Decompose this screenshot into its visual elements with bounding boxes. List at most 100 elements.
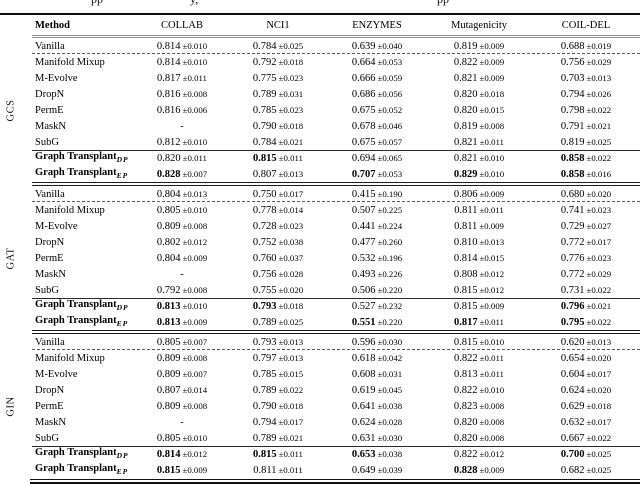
score-std: ±0.015 [278, 368, 304, 379]
score-value: 0.858 [560, 152, 585, 164]
score-cell: 0.802 ±0.012 [136, 237, 228, 248]
score-std: ±0.190 [377, 188, 403, 199]
score-cell: 0.810 ±0.013 [426, 237, 532, 248]
score-value: 0.814 [156, 448, 181, 460]
score-std: ±0.009 [182, 252, 208, 263]
score-value: 0.784 [252, 40, 277, 52]
score-std: ±0.018 [278, 120, 304, 131]
method-cell: Vanilla [32, 337, 136, 348]
score-value: 0.678 [351, 120, 376, 132]
score-value: 0.792 [252, 56, 277, 68]
score-value: 0.604 [560, 368, 585, 380]
score-cell: 0.551 ±0.220 [328, 317, 426, 328]
score-cell: 0.828 ±0.009 [426, 465, 532, 476]
score-value: 0.809 [156, 220, 181, 232]
method-label: SubG [35, 284, 59, 296]
score-std: ±0.031 [278, 88, 304, 99]
score-cell: 0.808 ±0.012 [426, 269, 532, 280]
score-value: 0.804 [156, 252, 181, 264]
score-cell: 0.618 ±0.042 [328, 353, 426, 364]
score-std: ±0.226 [377, 268, 403, 279]
score-cell: 0.667 ±0.022 [532, 433, 640, 444]
score-cell: 0.816 ±0.006 [136, 105, 228, 116]
score-std: ±0.007 [182, 168, 208, 179]
score-std: ±0.016 [586, 168, 612, 179]
score-std: ±0.009 [479, 220, 504, 231]
method-label: PermE [35, 104, 64, 116]
score-std: ±0.015 [479, 252, 505, 263]
score-std: ±0.018 [278, 300, 304, 311]
method-label: M-Evolve [35, 72, 78, 84]
score-cell: 0.820 ±0.018 [426, 89, 532, 100]
column-header-mutagenicity: Mutagenicity [451, 19, 507, 31]
score-cell: 0.805 ±0.007 [136, 337, 228, 348]
score-std: ±0.053 [377, 56, 403, 67]
score-value: 0.729 [560, 220, 585, 232]
score-value: 0.641 [351, 400, 376, 412]
score-value: 0.791 [560, 120, 585, 132]
score-cell: 0.806 ±0.009 [426, 189, 532, 200]
score-cell: 0.441 ±0.224 [328, 221, 426, 232]
score-value: 0.828 [453, 464, 478, 476]
score-cell: 0.828 ±0.007 [136, 169, 228, 180]
score-cell: 0.639 ±0.040 [328, 41, 426, 52]
score-cell: 0.789 ±0.025 [228, 317, 328, 328]
score-cell: 0.811 ±0.009 [426, 221, 532, 232]
score-cell: 0.750 ±0.017 [228, 189, 328, 200]
table-row: PermE 0.816 ±0.006 0.785 ±0.023 0.675 ±0.052 0.… [0, 102, 640, 118]
group-rows-container: Vanilla 0.805 ±0.007 0.793 ±0.013 0.596 ±0.030… [0, 334, 640, 478]
score-std: ±0.023 [278, 72, 304, 83]
score-value: 0.619 [351, 384, 376, 396]
score-std: ±0.020 [586, 384, 612, 395]
score-cell: 0.752 ±0.038 [228, 237, 328, 248]
group-rows-container: Vanilla 0.814 ±0.010 0.784 ±0.025 0.639 ±0.040… [0, 38, 640, 182]
score-value: 0.631 [351, 432, 376, 444]
score-value: 0.810 [453, 236, 478, 248]
score-cell: 0.631 ±0.030 [328, 433, 426, 444]
score-std: ±0.045 [377, 384, 403, 395]
score-cell: 0.700 ±0.025 [532, 449, 640, 460]
score-cell: 0.785 ±0.015 [228, 369, 328, 380]
score-std: ±0.025 [586, 464, 612, 475]
score-std: ±0.018 [479, 88, 505, 99]
score-value: 0.686 [351, 88, 376, 100]
method-subscript: DP [116, 155, 129, 165]
score-value: 0.790 [252, 400, 277, 412]
score-std: ±0.008 [182, 352, 208, 363]
score-cell: 0.809 ±0.008 [136, 401, 228, 412]
score-cell: 0.790 ±0.018 [228, 121, 328, 132]
method-subscript: DP [116, 303, 129, 313]
score-value: 0.821 [453, 152, 478, 164]
score-std: ±0.010 [182, 204, 208, 215]
method-label: DropN [35, 88, 65, 100]
score-value: 0.618 [351, 352, 376, 364]
table-row: Graph TransplantEP 0.815 ±0.009 0.811 ±0.011… [0, 462, 640, 478]
method-subscript: DP [116, 451, 129, 461]
score-cell: 0.794 ±0.017 [228, 417, 328, 428]
table-row: Manifold Mixup 0.809 ±0.008 0.797 ±0.013 0.61… [0, 349, 640, 366]
score-std: ±0.053 [377, 168, 403, 179]
score-cell: 0.817 ±0.011 [426, 317, 532, 328]
score-std: ±0.022 [586, 104, 612, 115]
method-cell: Graph TransplantEP [32, 463, 136, 476]
score-value: 0.829 [453, 168, 478, 180]
score-cell: 0.820 ±0.015 [426, 105, 532, 116]
method-label: Graph Transplant [35, 463, 117, 475]
score-value: 0.675 [351, 136, 376, 148]
score-value: 0.789 [252, 384, 277, 396]
score-std: ±0.017 [586, 236, 612, 247]
score-value: 0.756 [560, 56, 585, 68]
score-cell: 0.741 ±0.023 [532, 205, 640, 216]
score-std: ±0.006 [182, 104, 208, 115]
table-row: M-Evolve 0.809 ±0.008 0.728 ±0.023 0.441 ±0.22… [0, 218, 640, 234]
method-label: MaskN [35, 416, 66, 428]
score-std: ±0.028 [377, 416, 403, 427]
score-value: 0.772 [560, 268, 585, 280]
score-cell: 0.858 ±0.022 [532, 153, 640, 164]
score-value: 0.811 [454, 220, 478, 232]
table-row: Graph TransplantDP 0.820 ±0.011 0.815 ±0.011… [0, 150, 640, 166]
column-header-nci1: NCI1 [266, 19, 290, 31]
score-value: 0.741 [560, 204, 585, 216]
score-std: ±0.022 [586, 316, 612, 327]
score-std: ±0.011 [479, 316, 504, 327]
